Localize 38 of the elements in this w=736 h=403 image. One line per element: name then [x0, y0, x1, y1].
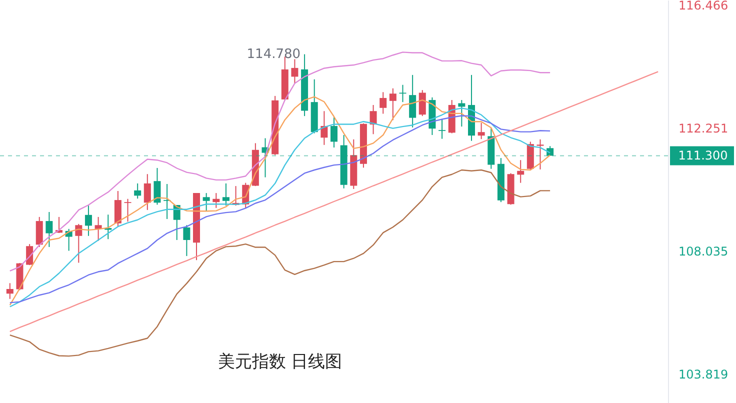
candlestick	[36, 216, 43, 248]
candlestick	[6, 282, 14, 300]
ref-line-label: 111.300	[678, 148, 728, 163]
candlestick	[75, 223, 82, 264]
candlestick	[134, 182, 142, 200]
candlestick	[154, 167, 161, 206]
candlestick	[46, 212, 53, 248]
candlestick	[418, 90, 426, 117]
candlestick	[94, 216, 102, 242]
candlestick	[370, 104, 377, 135]
candlestick	[517, 160, 524, 184]
candlestick	[291, 58, 298, 84]
candlestick	[536, 138, 544, 170]
candlestick	[212, 192, 220, 208]
candlestick	[202, 192, 210, 212]
y-tick-label: 103.819	[678, 367, 728, 382]
y-tick-label: 116.466	[678, 0, 728, 13]
y-tick-label: 112.251	[678, 121, 728, 136]
candlestick	[124, 198, 132, 222]
candlestick	[164, 184, 171, 220]
candlestick	[438, 118, 446, 140]
candlestick	[399, 84, 406, 103]
candlestick	[330, 116, 338, 148]
candlestick	[84, 205, 92, 236]
line-series	[9, 71, 659, 332]
text: 美元指数 日线图	[218, 352, 342, 372]
y-tick-label: 108.035	[678, 244, 728, 258]
candlestick	[222, 182, 230, 206]
candlestick	[380, 92, 387, 114]
candlestick	[114, 190, 122, 228]
candlestick	[409, 74, 416, 128]
candlestick	[389, 88, 396, 121]
candlestick	[104, 214, 112, 240]
candlestick	[144, 174, 151, 210]
annotation: 114.780	[246, 47, 301, 62]
candlestick	[458, 100, 466, 128]
candlestick	[183, 224, 190, 257]
candlestick	[478, 122, 485, 140]
